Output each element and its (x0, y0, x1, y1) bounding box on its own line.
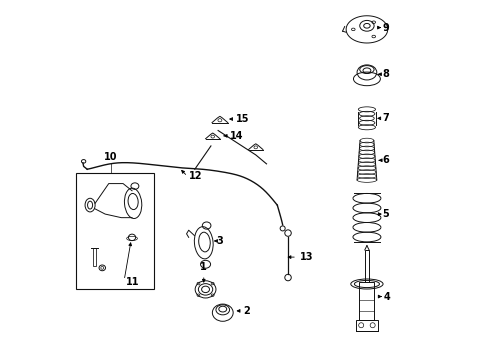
Text: 14: 14 (230, 131, 244, 141)
Text: 4: 4 (383, 292, 390, 302)
Text: 9: 9 (382, 23, 389, 33)
Bar (356, 320, 378, 330)
Text: 6: 6 (382, 155, 389, 165)
Text: 11: 11 (126, 277, 140, 287)
Text: 5: 5 (382, 209, 389, 219)
Bar (359, 282, 374, 320)
Text: 15: 15 (236, 114, 250, 124)
Text: 2: 2 (244, 306, 250, 316)
Text: 10: 10 (104, 152, 117, 162)
Bar (365, 250, 369, 282)
Text: 7: 7 (382, 113, 389, 123)
Text: 3: 3 (216, 236, 223, 246)
Bar (76, 173, 153, 289)
Text: 12: 12 (189, 171, 202, 181)
Text: 1: 1 (200, 262, 207, 272)
Bar (93, 248, 96, 266)
Text: 8: 8 (382, 69, 389, 79)
Text: 13: 13 (300, 252, 314, 262)
